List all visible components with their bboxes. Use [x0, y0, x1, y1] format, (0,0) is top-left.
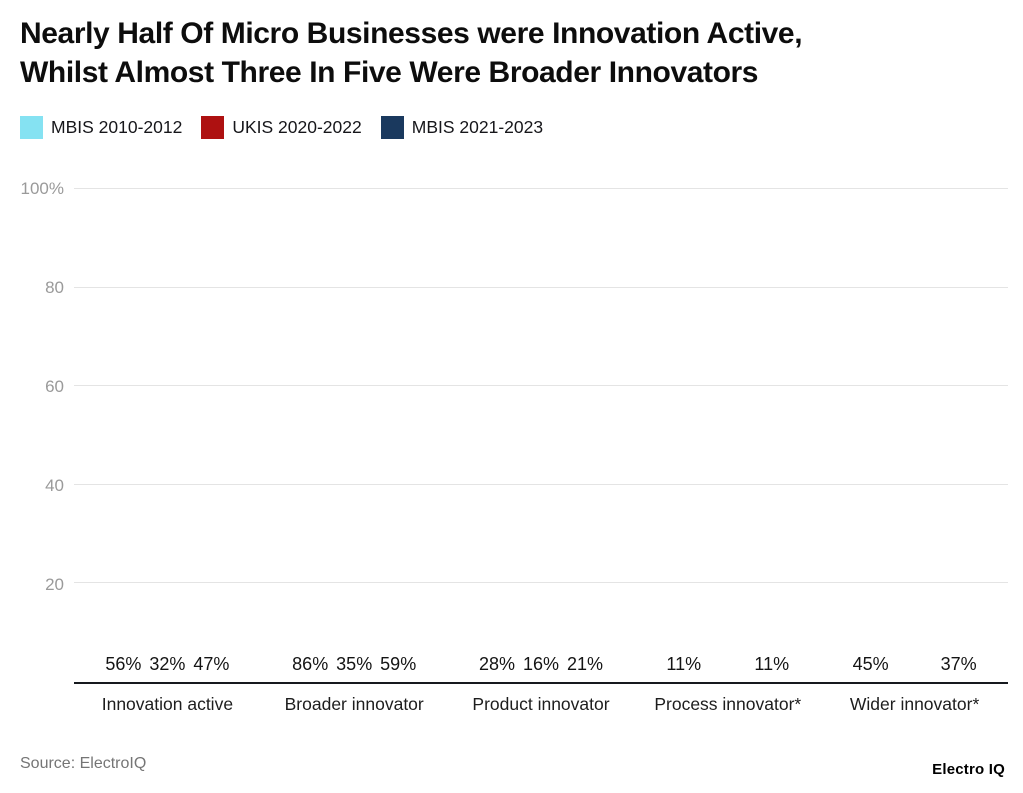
bar-slot: 35% [332, 654, 376, 682]
y-tick-label: 40 [45, 476, 64, 495]
bar-value-label: 11% [754, 654, 790, 674]
legend: MBIS 2010-2012 UKIS 2020-2022 MBIS 2021-20… [20, 116, 543, 139]
chart-title-line1: Nearly Half Of Micro Businesses were Inn… [20, 17, 803, 50]
y-tick-label: 100% [20, 179, 64, 198]
bar-value-label: 59% [380, 654, 417, 674]
legend-item: MBIS 2021-2023 [380, 116, 544, 139]
legend-label: MBIS 2021-2023 [411, 117, 544, 137]
legend-label: UKIS 2020-2022 [232, 117, 362, 137]
bar-value-label: 16% [522, 654, 559, 674]
x-category-label: Process innovator* [654, 694, 802, 714]
chart-title: Nearly Half Of Micro Businesses were Inn… [20, 14, 803, 92]
bar-group: 11% 11% [634, 189, 821, 682]
gridline [74, 483, 1008, 485]
gridline [74, 385, 1008, 387]
bar-slot: 16% [519, 654, 563, 682]
bar-value-label: 11% [666, 654, 702, 674]
legend-swatch [201, 116, 225, 139]
bar-value-label: 37% [940, 654, 977, 674]
y-tick-label: 80 [45, 278, 64, 297]
y-tick-label: 60 [45, 377, 64, 396]
x-category-label: Innovation active [101, 694, 234, 714]
bar-value-label: 28% [478, 654, 515, 674]
legend-swatch [20, 116, 43, 139]
bar-value-label: 56% [105, 654, 142, 674]
bar-group: 86% 35% 59% [261, 189, 448, 682]
bar-slot: 56% [101, 654, 145, 682]
x-category-label: Product innovator [472, 694, 610, 714]
bar-slot: 59% [376, 654, 420, 682]
bar-value-label: 32% [149, 654, 186, 674]
bar-value-label: 21% [566, 654, 603, 674]
bar-slot: 11% [750, 654, 794, 682]
gridline [74, 188, 1008, 189]
bar-group: 45% 37% [821, 189, 1008, 682]
bar-slot: 32% [145, 654, 189, 682]
y-tick-label: 20 [45, 575, 64, 594]
x-axis-labels: Innovation active Broader innovator Produc… [74, 694, 1008, 715]
bar-groups: 56% 32% 47% 86% 35% 59% 28% 16% 21% 11% 11% 45% 37% [74, 189, 1008, 682]
bar-slot: 37% [937, 654, 981, 682]
x-category-label: Wider innovator* [849, 694, 980, 714]
bar-slot: 21% [563, 654, 607, 682]
bar-group: 28% 16% 21% [448, 189, 635, 682]
chart-title-line2: Whilst Almost Three In Five Were Broader… [20, 56, 759, 89]
bar-slot: 45% [849, 654, 893, 682]
bar-slot: 28% [475, 654, 519, 682]
bar-slot: 86% [288, 654, 332, 682]
bar-value-label: 45% [852, 654, 889, 674]
source-text: Source: ElectroIQ [20, 755, 147, 772]
bar-value-label: 35% [336, 654, 373, 674]
x-category-label: Broader innovator [284, 694, 424, 714]
gridline [74, 286, 1008, 288]
bar-value-label: 47% [193, 654, 230, 674]
plot-area: 56% 32% 47% 86% 35% 59% 28% 16% 21% 11% 11% 45% 37% [74, 188, 1008, 684]
bar-group: 56% 32% 47% [74, 189, 261, 682]
gridline [74, 582, 1008, 584]
legend-swatch [380, 116, 404, 139]
legend-item: MBIS 2010-2012 [20, 116, 182, 139]
legend-label: MBIS 2010-2012 [51, 117, 183, 137]
brand-logo: Electro IQ [932, 761, 1005, 778]
legend-item: UKIS 2020-2022 [201, 116, 362, 139]
bar-value-label: 86% [292, 654, 329, 674]
bar-slot: 47% [189, 654, 233, 682]
bar-slot: 11% [662, 654, 706, 682]
